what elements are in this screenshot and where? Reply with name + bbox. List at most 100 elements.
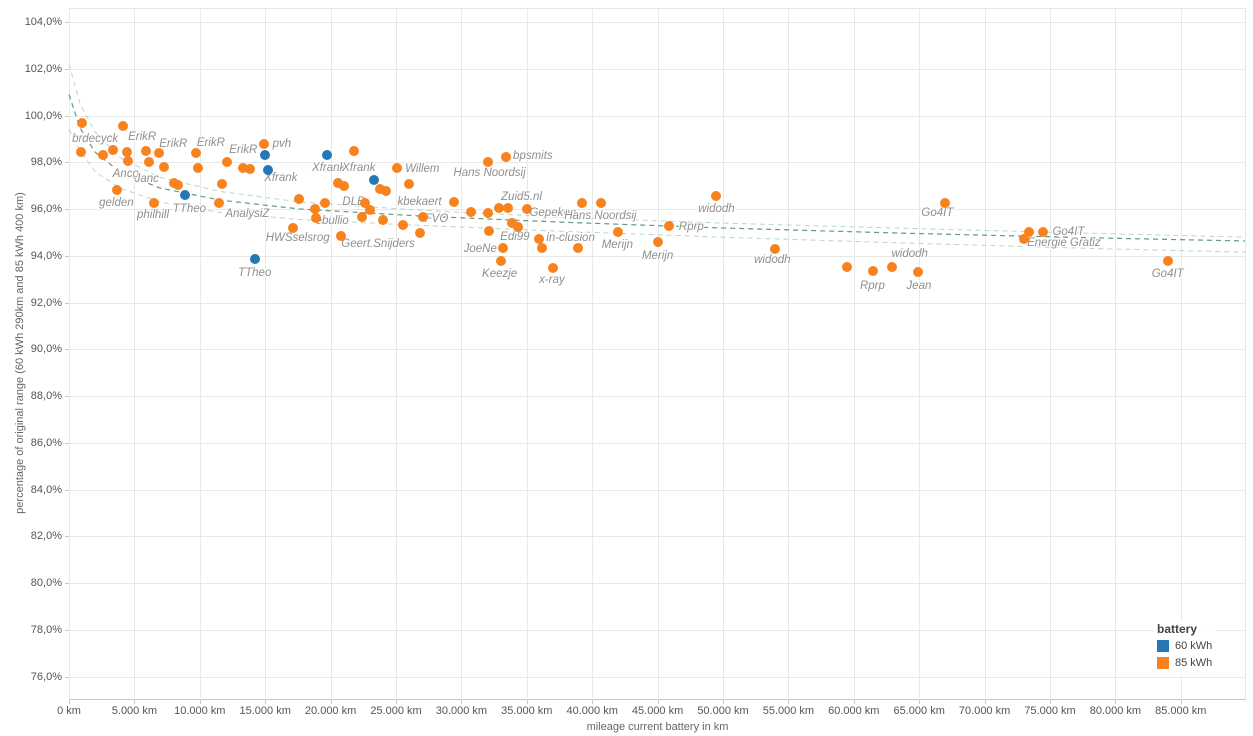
data-point[interactable] [380,186,391,196]
data-point[interactable] [172,179,183,190]
point-label: Hans Noordsij [564,209,637,222]
data-point[interactable] [770,243,781,254]
y-tick-mark [65,22,69,23]
gridline-x [396,8,397,700]
data-point[interactable] [375,183,386,194]
data-point[interactable] [141,146,152,157]
data-point[interactable] [503,203,514,214]
data-point[interactable] [940,197,951,208]
gridline-y [69,68,1246,70]
data-point[interactable] [260,150,271,160]
data-point[interactable] [364,204,375,215]
data-point[interactable] [1038,226,1049,237]
data-point[interactable] [249,254,260,265]
data-point[interactable] [495,255,506,266]
data-point[interactable] [397,219,408,230]
data-point[interactable] [117,121,128,132]
data-point[interactable] [154,147,165,158]
point-label: DLB [342,195,365,208]
data-point[interactable] [507,218,518,229]
data-point[interactable] [392,163,403,174]
data-point[interactable] [576,197,587,208]
data-point[interactable] [498,243,509,254]
data-point[interactable] [652,236,663,247]
data-point[interactable] [108,144,119,155]
data-point[interactable] [77,117,88,128]
data-point[interactable] [333,178,344,189]
legend-item-85-kwh[interactable]: 85 kWh [1157,657,1212,669]
x-tick-mark [134,700,136,704]
data-point[interactable] [359,197,370,208]
legend: battery 60 kWh 85 kWh [1153,620,1217,676]
data-point[interactable] [217,178,228,189]
point-label: JoeNe [463,243,497,256]
data-point[interactable] [465,207,476,218]
data-point[interactable] [258,139,269,150]
data-point[interactable] [368,175,379,185]
data-point[interactable] [122,156,133,167]
data-point[interactable] [244,164,255,175]
data-point[interactable] [338,181,349,192]
data-point[interactable] [320,197,331,208]
data-point[interactable] [1162,255,1173,266]
data-point[interactable] [868,265,879,276]
data-point[interactable] [180,189,191,200]
data-point[interactable] [121,146,132,157]
data-point[interactable] [500,151,511,162]
data-point[interactable] [711,190,722,201]
data-point[interactable] [190,147,201,158]
data-point[interactable] [1024,226,1035,237]
gridline-y [69,162,1246,164]
data-point[interactable] [418,211,429,222]
data-point[interactable] [547,262,558,273]
data-point[interactable] [1018,233,1029,244]
data-point[interactable] [222,157,233,168]
data-point[interactable] [842,261,853,272]
data-point[interactable] [448,196,459,207]
data-point[interactable] [886,261,897,272]
data-point[interactable] [414,228,425,239]
data-point[interactable] [311,213,322,224]
data-point[interactable] [572,243,583,254]
data-point[interactable] [377,214,388,225]
data-point[interactable] [287,222,298,233]
data-point[interactable] [349,146,360,157]
data-point[interactable] [494,203,505,214]
data-point[interactable] [262,164,273,175]
y-tick-label: 80,0% [30,577,62,589]
data-point[interactable] [533,233,544,244]
data-point[interactable] [512,221,523,232]
data-point[interactable] [321,150,332,160]
data-point[interactable] [98,150,108,160]
data-point[interactable] [214,197,225,208]
data-point[interactable] [613,226,624,237]
data-point[interactable] [356,211,367,222]
data-point[interactable] [75,146,86,157]
data-point[interactable] [149,197,160,208]
data-point[interactable] [237,163,248,174]
data-point[interactable] [404,178,415,189]
data-point[interactable] [143,157,154,168]
data-point[interactable] [309,204,320,214]
legend-item-60-kwh[interactable]: 60 kWh [1157,640,1212,652]
data-point[interactable] [482,157,493,168]
gridline-y [69,115,1246,117]
data-point[interactable] [159,161,170,172]
data-point[interactable] [482,207,493,218]
data-point[interactable] [294,193,305,204]
data-point[interactable] [596,197,607,208]
legend-label: 60 kWh [1175,640,1213,652]
data-point[interactable] [664,221,675,232]
data-point[interactable] [521,204,532,214]
x-tick-label: 55.000 km [762,705,815,717]
data-point[interactable] [336,231,347,242]
data-point[interactable] [112,185,123,196]
x-tick-mark [592,700,594,704]
point-label: ebullio [315,215,349,228]
x-tick-label: 15.000 km [239,705,291,717]
data-point[interactable] [912,266,923,277]
data-point[interactable] [537,243,548,254]
data-point[interactable] [483,225,494,236]
gridline-y [69,349,1246,351]
data-point[interactable] [193,163,204,174]
